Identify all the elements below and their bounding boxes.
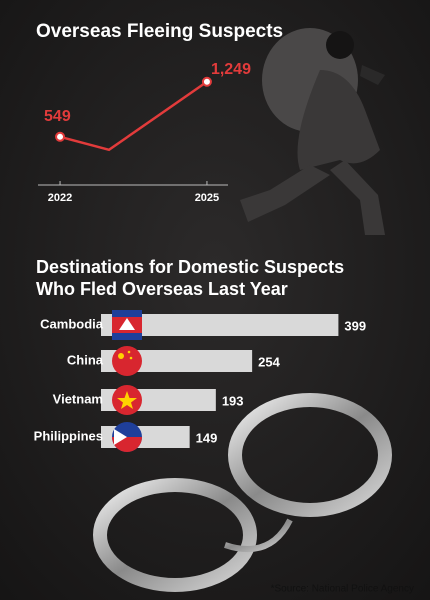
source-note: *Source: National Police Agency <box>271 584 414 595</box>
category-label: Philippines <box>34 428 103 443</box>
bar-chart-title: Destinations for Domestic Suspects <box>36 257 344 277</box>
handcuffs-illustration <box>93 393 392 592</box>
thief-illustration <box>240 28 385 235</box>
category-label: Vietnam <box>53 391 103 406</box>
bar-chart-title: Who Fled Overseas Last Year <box>36 279 288 299</box>
data-line <box>59 80 208 152</box>
line-chart-title: Overseas Fleeing Suspects <box>36 21 283 42</box>
value-label: 254 <box>258 354 280 369</box>
value-label: 549 <box>44 108 71 125</box>
x-tick-label: 2022 <box>48 192 72 204</box>
bar <box>101 314 339 336</box>
data-point <box>55 131 66 142</box>
data-point <box>201 76 212 87</box>
x-tick-label: 2025 <box>195 192 219 204</box>
category-label: Cambodia <box>40 316 104 331</box>
value-label: 399 <box>344 318 366 333</box>
flags <box>112 310 142 452</box>
value-label: 1,249 <box>211 61 251 78</box>
value-label: 149 <box>196 430 218 445</box>
category-label: China <box>67 352 104 367</box>
value-label: 193 <box>222 393 244 408</box>
